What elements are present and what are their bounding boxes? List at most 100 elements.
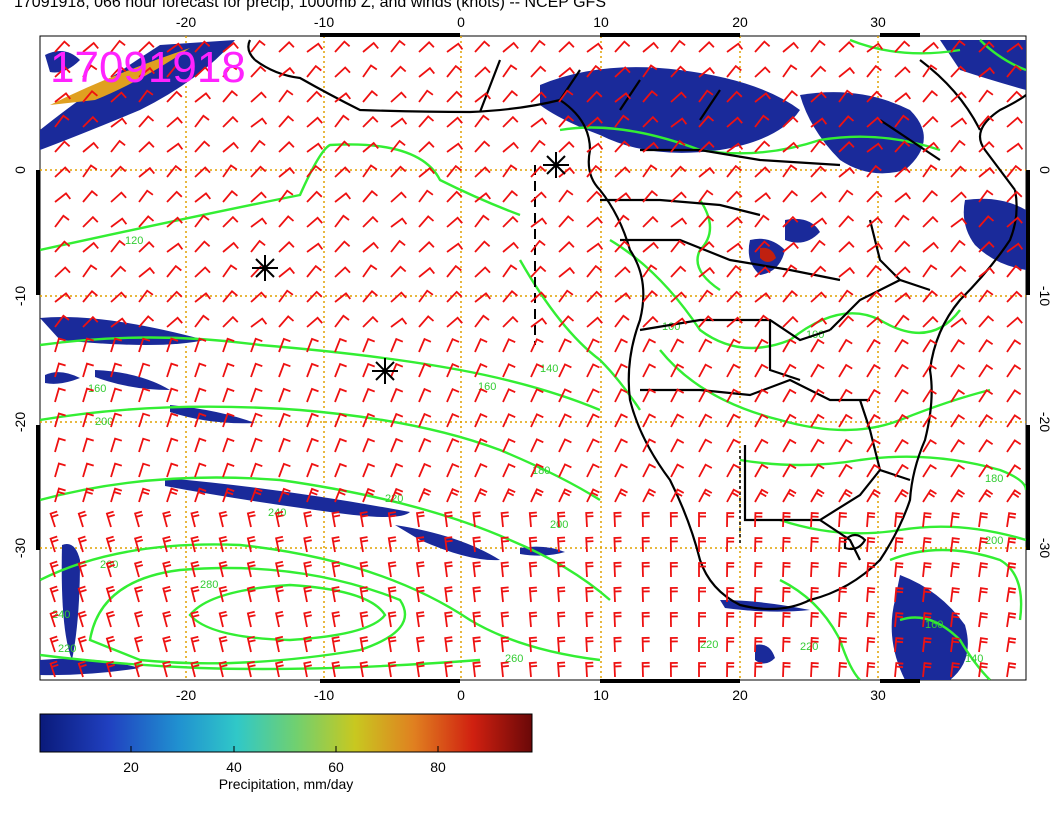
wind-barb xyxy=(390,117,408,128)
africa-coastline xyxy=(978,94,1026,191)
wind-barb xyxy=(614,363,628,378)
wind-barb xyxy=(530,39,546,53)
contour-label: 220 xyxy=(58,643,76,655)
wind-barb xyxy=(894,363,909,378)
wind-barb xyxy=(418,166,435,178)
wind-barb xyxy=(810,39,826,53)
wind-barb xyxy=(49,560,59,578)
wind-barb xyxy=(726,537,735,553)
wind-barb xyxy=(866,587,876,603)
wind-barb xyxy=(502,90,518,103)
wind-barb xyxy=(838,338,853,353)
lat-label-right: -20 xyxy=(1037,412,1053,432)
lon-label-bottom: 20 xyxy=(732,687,748,703)
wind-barb xyxy=(54,412,66,428)
wind-barb xyxy=(390,487,404,503)
wind-barb xyxy=(54,40,71,53)
wind-barb xyxy=(418,41,435,53)
country-border xyxy=(478,59,721,121)
lon-label-top: 20 xyxy=(732,14,748,30)
wind-barb xyxy=(77,535,87,553)
wind-barb xyxy=(698,413,713,428)
wind-barb xyxy=(306,116,323,128)
wind-barb xyxy=(54,362,66,378)
wind-barb xyxy=(978,612,988,628)
wind-barb xyxy=(387,561,397,578)
wind-barb xyxy=(613,661,622,678)
colorbar-tick-label: 80 xyxy=(430,759,446,775)
wind-barb xyxy=(472,636,481,653)
country-border xyxy=(768,320,801,382)
wind-barb xyxy=(77,510,87,528)
precip-area xyxy=(785,218,820,243)
wind-barb xyxy=(586,116,603,128)
wind-barb xyxy=(502,241,519,253)
wind-barb xyxy=(222,412,235,428)
wind-barb xyxy=(978,289,994,303)
wind-barb xyxy=(387,661,397,678)
wind-barb xyxy=(110,191,127,203)
wind-barb xyxy=(1006,190,1023,203)
wind-barb xyxy=(82,241,99,253)
wind-barb xyxy=(278,315,295,328)
wind-barb xyxy=(222,141,239,153)
colorbar: 20 40 60 80 Precipitation, mm/day xyxy=(39,713,533,792)
wind-barb xyxy=(54,114,70,128)
wind-barb xyxy=(642,388,657,403)
wind-barb xyxy=(894,388,909,403)
wind-barb xyxy=(1006,414,1022,428)
wind-barb xyxy=(162,635,172,653)
wind-barb xyxy=(585,511,594,528)
wind-barb xyxy=(472,611,481,628)
wind-barb xyxy=(222,190,238,203)
wind-barb xyxy=(275,660,284,678)
wind-barb xyxy=(359,611,369,628)
wind-barb xyxy=(218,585,228,603)
wind-barb xyxy=(1006,116,1023,128)
wind-barb xyxy=(110,265,127,278)
asterisk-marker xyxy=(543,152,569,178)
wind-barb xyxy=(754,562,763,578)
wind-barb xyxy=(670,463,685,478)
wind-barb xyxy=(1006,512,1017,528)
wind-barb xyxy=(586,164,602,178)
wind-barb xyxy=(585,611,594,628)
contour-line xyxy=(40,336,601,412)
wind-barb xyxy=(866,388,881,403)
wind-barb xyxy=(446,264,462,278)
wind-barb xyxy=(246,635,256,653)
wind-barb xyxy=(331,561,341,578)
wind-barb xyxy=(642,41,659,53)
wind-barb xyxy=(446,290,463,303)
wind-barb xyxy=(1006,142,1024,153)
wind-barb xyxy=(754,338,769,353)
wind-barb xyxy=(166,242,184,253)
wind-barb xyxy=(782,41,799,53)
wind-barb xyxy=(362,412,376,428)
wind-barb xyxy=(1006,489,1022,503)
country-border xyxy=(858,399,911,482)
wind-barb xyxy=(415,661,425,678)
wind-barb xyxy=(418,362,432,378)
wind-barb xyxy=(754,314,770,328)
wind-barb xyxy=(82,290,98,303)
wind-barb xyxy=(641,561,650,578)
wind-barb xyxy=(866,662,876,678)
wind-barb xyxy=(585,561,594,578)
wind-barb xyxy=(754,662,763,678)
wind-barb xyxy=(754,413,769,428)
wind-barb xyxy=(278,362,291,378)
wind-barb xyxy=(894,214,910,228)
wind-barb xyxy=(418,66,435,78)
wind-barb xyxy=(446,164,462,178)
wind-barb xyxy=(105,660,115,678)
wind-barb xyxy=(222,362,235,378)
wind-barb xyxy=(138,41,155,53)
wind-barb xyxy=(110,412,123,428)
wind-barb xyxy=(306,290,323,303)
wind-barb xyxy=(110,362,123,378)
wind-barb xyxy=(166,164,182,178)
wind-barb xyxy=(250,65,267,78)
wind-barb xyxy=(278,437,291,453)
asterisk-marker xyxy=(252,255,278,281)
